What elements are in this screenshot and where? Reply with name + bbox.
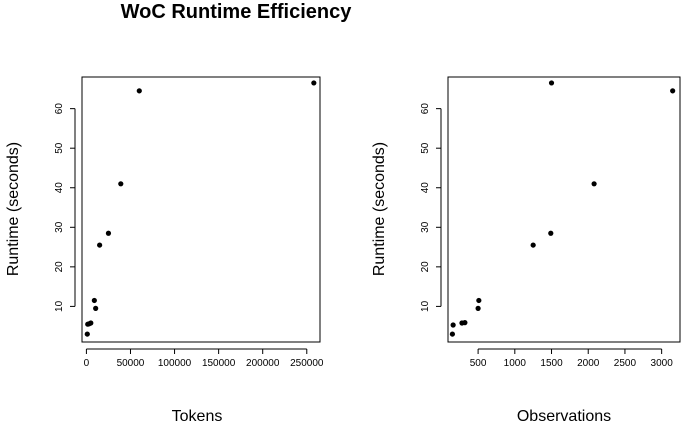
plot-frame — [447, 76, 681, 343]
data-point — [449, 331, 456, 337]
x-tick-label: 150000 — [202, 358, 236, 369]
data-point — [91, 297, 97, 304]
data-point — [548, 80, 555, 86]
y-tick-label: 40 — [420, 182, 431, 194]
observations-panel: 500 1000 1500 2000 2500 3000 10 20 30 40 50 60 Obse… — [371, 76, 681, 425]
x-axis-title: Observations — [517, 408, 611, 425]
data-point — [97, 242, 103, 248]
data-point — [475, 305, 481, 311]
data-point — [476, 297, 482, 304]
tokens-panel: 0 50000 100000 150000 200000 250000 10 20 30 40 50… — [5, 76, 324, 425]
y-tick-label: 10 — [420, 300, 431, 312]
y-tick-label: 30 — [54, 221, 65, 233]
data-point — [462, 320, 468, 326]
data-point — [450, 322, 456, 328]
x-tick-label: 50000 — [117, 358, 145, 369]
y-axis-title: Runtime (seconds) — [5, 142, 22, 276]
data-point — [311, 80, 317, 86]
x-tick-label: 1500 — [540, 358, 563, 369]
data-point — [118, 181, 124, 187]
data-point — [530, 242, 536, 248]
x-tick-label: 250000 — [290, 358, 324, 369]
x-axis-title: Tokens — [172, 408, 223, 425]
y-tick-label: 40 — [54, 182, 65, 194]
data-point — [591, 181, 597, 187]
data-point — [84, 331, 90, 337]
y-tick-label: 20 — [420, 261, 431, 273]
data-point — [105, 230, 112, 236]
data-point — [93, 305, 99, 311]
data-point — [136, 88, 142, 94]
plot-frame — [81, 76, 321, 343]
x-tick-label: 200000 — [246, 358, 280, 369]
y-tick-label: 60 — [54, 103, 65, 115]
x-tick-label: 1000 — [504, 358, 527, 369]
x-tick-label: 2500 — [614, 358, 637, 369]
x-tick-label: 3000 — [651, 358, 674, 369]
data-point — [88, 320, 94, 326]
data-point — [670, 88, 676, 94]
data-point — [548, 230, 554, 236]
chart-title: WoC Runtime Efficiency — [121, 1, 353, 23]
y-tick-label: 50 — [420, 142, 431, 154]
y-tick-label: 20 — [54, 261, 65, 273]
y-tick-label: 50 — [54, 142, 65, 154]
x-tick-label: 500 — [470, 358, 487, 369]
y-tick-label: 30 — [420, 221, 431, 233]
y-axis-title: Runtime (seconds) — [371, 142, 388, 276]
point-group — [449, 80, 676, 337]
y-tick-label: 10 — [54, 300, 65, 312]
x-tick-label: 100000 — [158, 358, 192, 369]
y-tick-label: 60 — [420, 103, 431, 115]
point-group — [84, 80, 317, 337]
x-tick-label: 0 — [84, 358, 90, 369]
tick-group: 500 1000 1500 2000 2500 3000 10 20 30 40 50 60 — [420, 103, 673, 369]
tick-group: 0 50000 100000 150000 200000 250000 10 20 30 40 50… — [54, 103, 324, 369]
x-tick-label: 2000 — [577, 358, 600, 369]
